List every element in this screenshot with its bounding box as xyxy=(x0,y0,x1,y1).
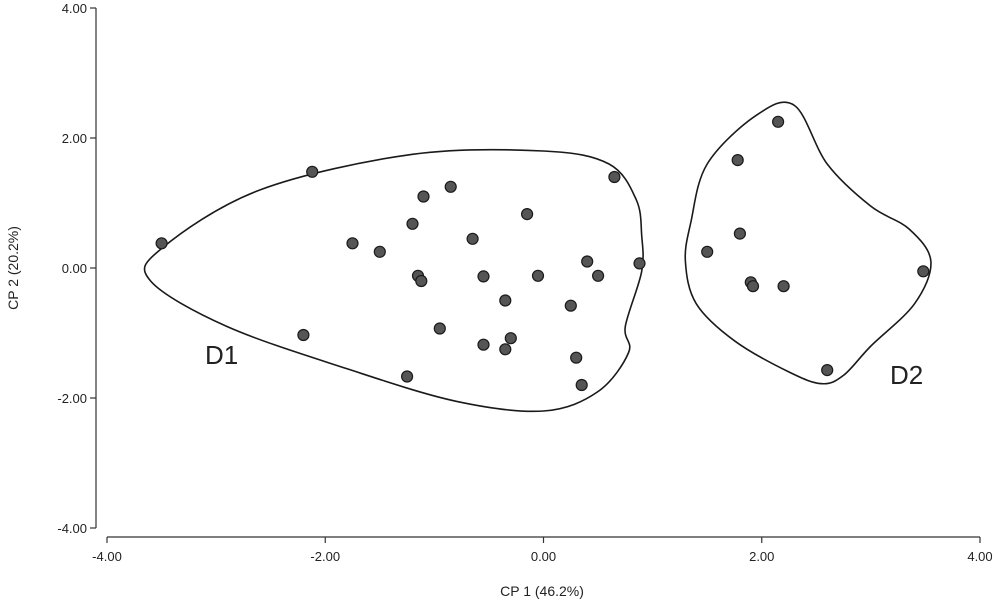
data-point xyxy=(570,351,583,364)
data-point xyxy=(306,165,319,178)
data-point xyxy=(531,269,545,282)
data-point xyxy=(499,343,512,356)
data-point xyxy=(155,237,168,250)
data-points xyxy=(155,115,930,392)
data-point xyxy=(406,217,419,230)
data-point xyxy=(821,364,834,377)
data-point xyxy=(504,332,517,345)
data-point xyxy=(297,328,310,342)
data-point xyxy=(917,265,930,278)
data-point xyxy=(373,245,386,258)
data-point xyxy=(499,294,512,307)
data-point xyxy=(520,208,534,221)
data-point xyxy=(477,270,490,283)
data-point xyxy=(731,154,744,167)
group-label-d1: D1 xyxy=(205,340,238,370)
tick-labels: -4.00 -2.00 0.00 2.00 4.00 -4.00 -2.00 0.00 2.00… xyxy=(57,1,992,564)
hull-1 xyxy=(143,148,644,413)
data-point xyxy=(346,237,359,250)
data-point xyxy=(746,280,760,293)
data-point xyxy=(581,255,594,268)
y-tick-label: -2.00 xyxy=(57,391,87,406)
data-point xyxy=(777,280,790,293)
data-point xyxy=(633,257,646,270)
axes xyxy=(90,7,981,543)
hull-2 xyxy=(684,101,932,385)
x-tick-label: 0.00 xyxy=(531,549,556,564)
x-tick-label: -4.00 xyxy=(92,549,122,564)
data-point xyxy=(771,115,785,128)
data-point xyxy=(433,322,446,335)
x-tick-label: -2.00 xyxy=(310,549,340,564)
data-point xyxy=(591,269,605,282)
data-point xyxy=(444,180,457,193)
data-point xyxy=(733,227,747,240)
data-point xyxy=(415,274,428,288)
y-tick-label: -4.00 xyxy=(57,521,87,536)
x-tick-label: 2.00 xyxy=(749,549,774,564)
data-point xyxy=(564,299,577,312)
y-tick-label: 2.00 xyxy=(62,131,87,146)
x-axis-title: CP 1 (46.2%) xyxy=(500,583,584,599)
data-point xyxy=(701,245,714,258)
data-point xyxy=(575,378,588,392)
data-point xyxy=(417,190,430,203)
data-point xyxy=(477,338,490,351)
data-point xyxy=(466,232,479,245)
x-tick-label: 4.00 xyxy=(967,549,992,564)
group-hulls xyxy=(143,101,932,413)
group-label-d2: D2 xyxy=(890,360,923,390)
y-tick-label: 4.00 xyxy=(62,1,87,16)
y-axis-title: CP 2 (20.2%) xyxy=(5,226,21,310)
y-tick-label: 0.00 xyxy=(62,261,87,276)
data-point xyxy=(401,370,414,383)
data-point xyxy=(608,170,621,184)
